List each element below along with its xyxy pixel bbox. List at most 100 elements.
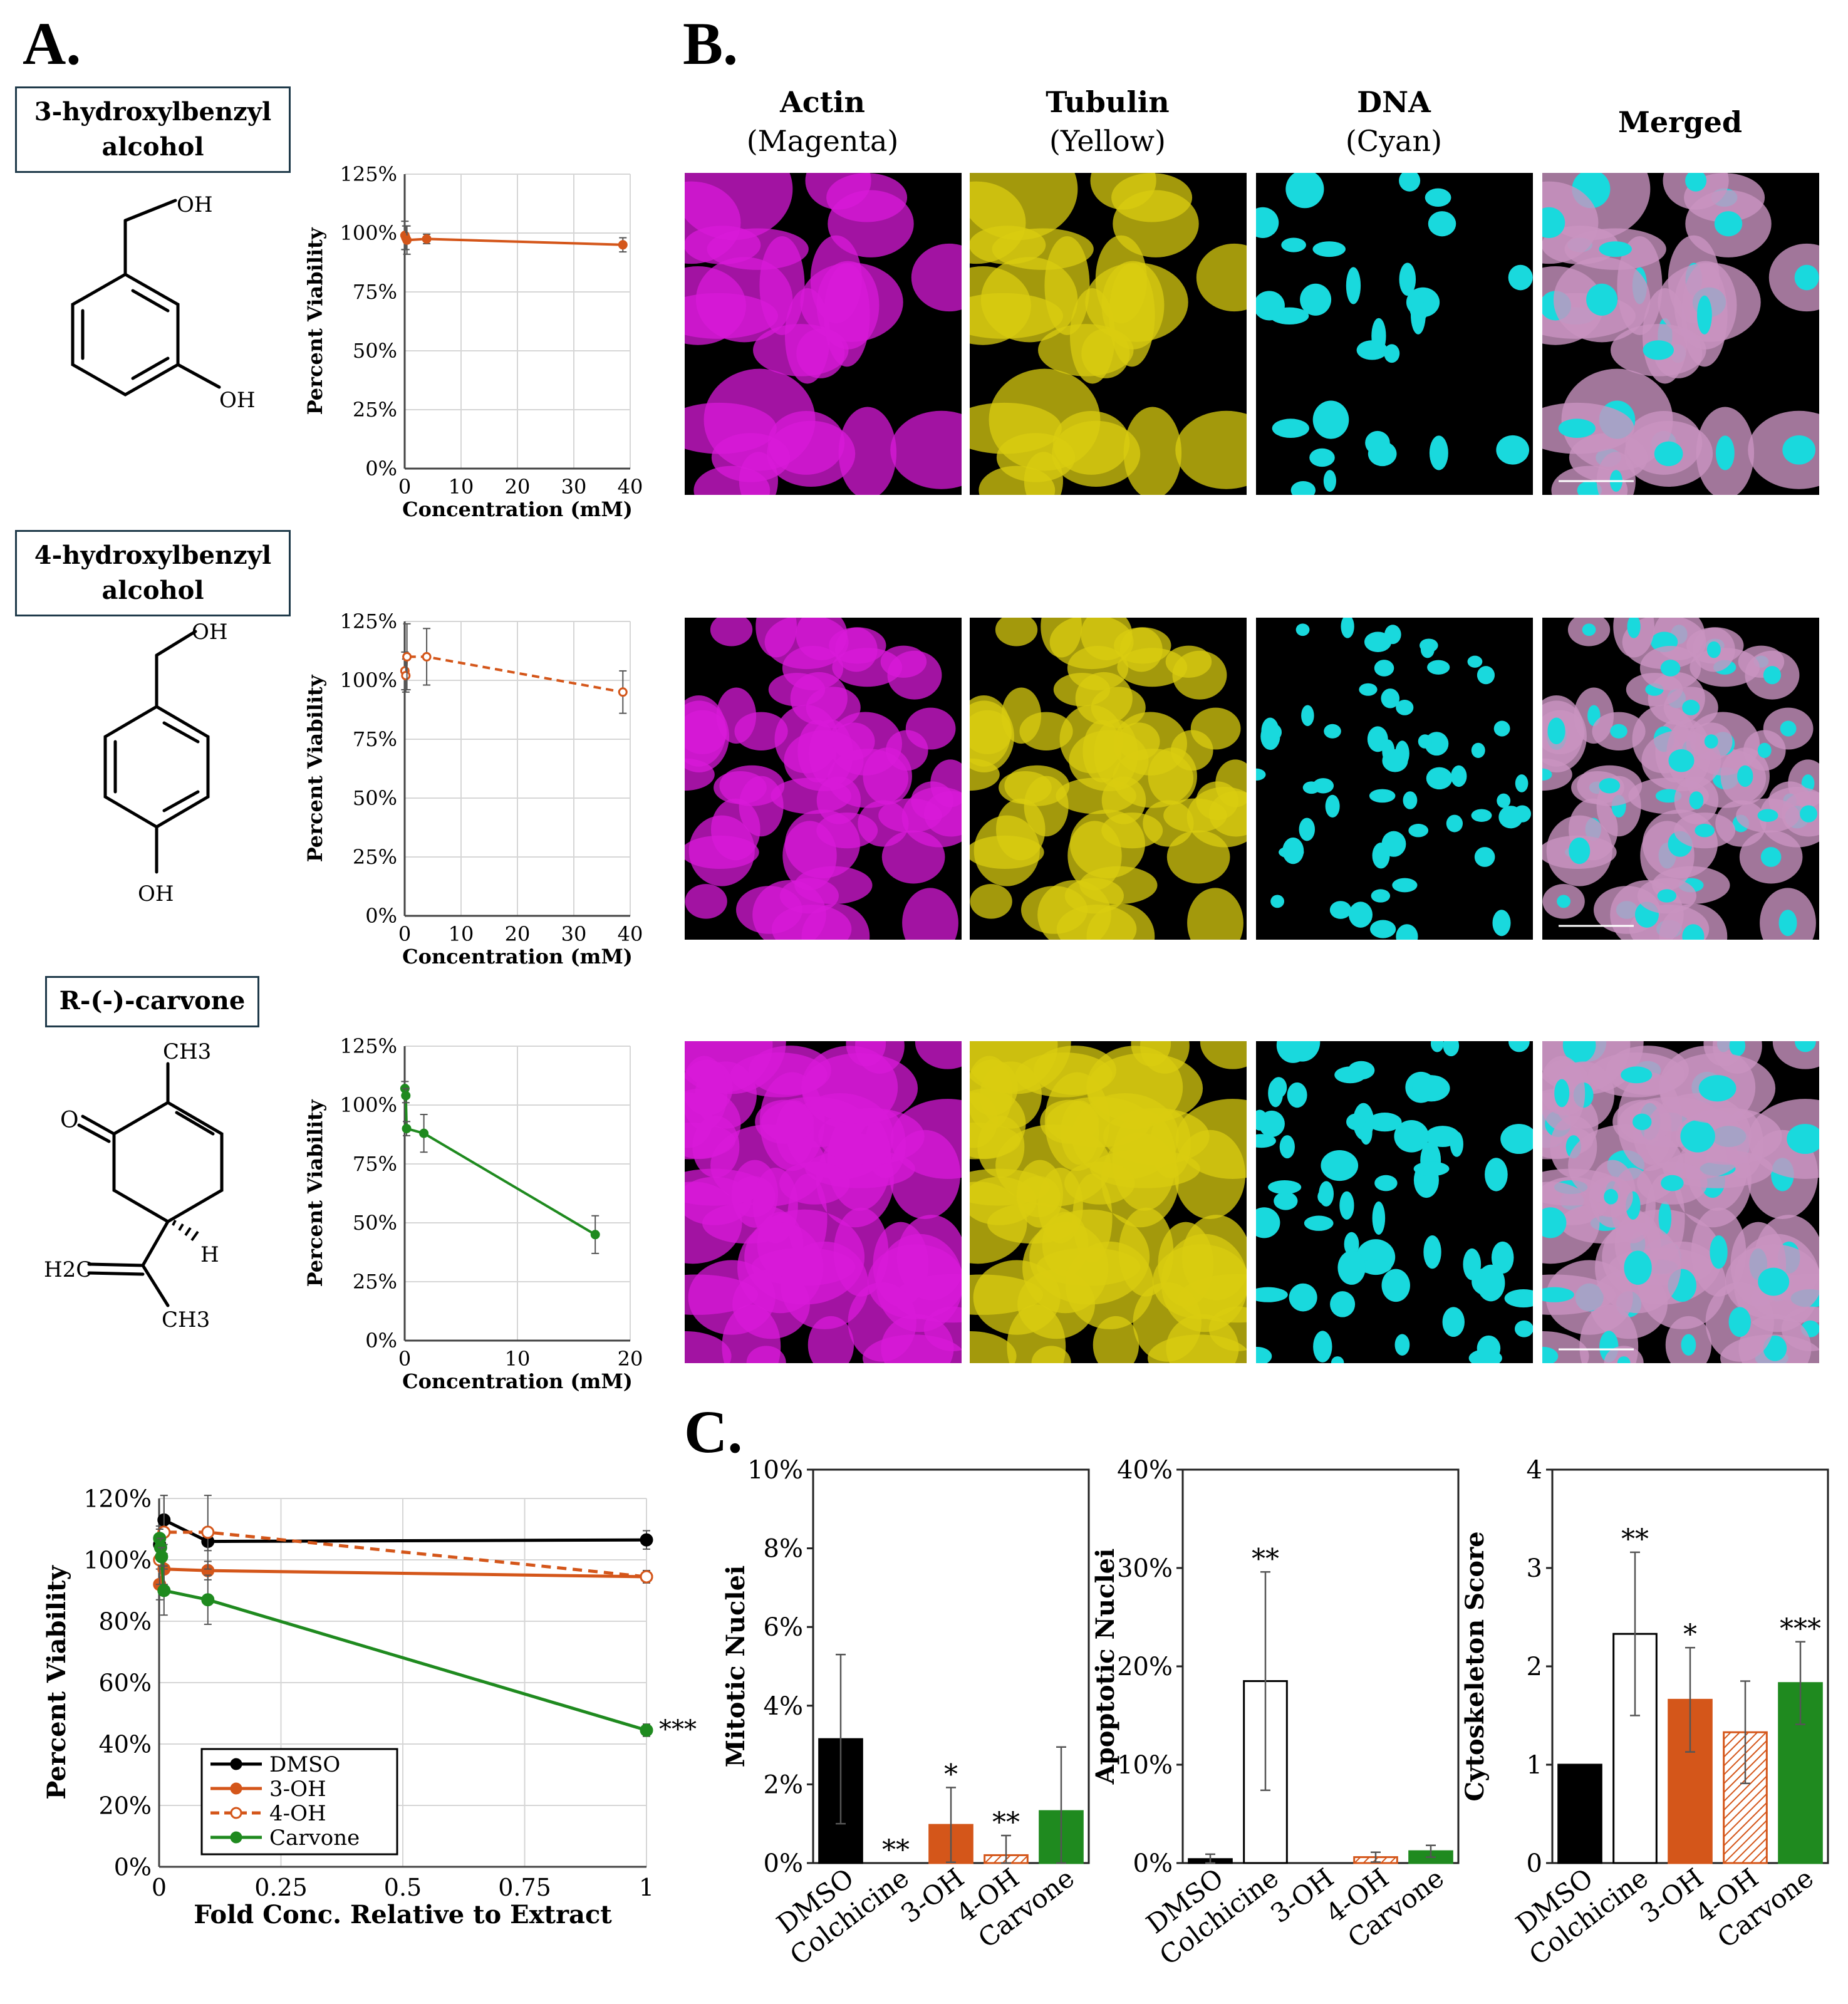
cell-body xyxy=(685,695,727,767)
panel-label-a: A. xyxy=(23,10,81,77)
cell-nucleus xyxy=(1562,1041,1596,1063)
cell-nucleus xyxy=(1497,793,1511,808)
cell-body xyxy=(824,263,870,367)
cell-body xyxy=(1067,645,1129,690)
microscopy-dna xyxy=(1256,618,1533,940)
cell-nucleus xyxy=(1685,173,1707,192)
cell-nucleus xyxy=(1586,283,1618,316)
cell-body xyxy=(970,1274,1044,1315)
cell-body xyxy=(685,1056,728,1131)
cell-nucleus xyxy=(1661,1175,1684,1191)
microscopy-merged xyxy=(1542,173,1819,495)
cell-nucleus xyxy=(1312,400,1349,439)
cell-nucleus xyxy=(1256,1346,1272,1363)
structure-4-hydroxylbenzyl-alcohol: OH OH xyxy=(103,620,228,906)
cell-body xyxy=(685,1274,759,1315)
cell-body xyxy=(755,618,797,658)
cell-body xyxy=(905,707,956,750)
column-header-subtitle: (Magenta) xyxy=(746,124,899,158)
cell-body xyxy=(805,173,871,210)
series-line xyxy=(403,655,623,693)
cell-body xyxy=(1117,722,1160,761)
significance-label: ** xyxy=(882,1834,910,1866)
cell-body xyxy=(1024,452,1063,495)
cell-nucleus xyxy=(1339,1191,1354,1220)
y-tick-label: 0% xyxy=(114,1853,152,1881)
cell-nucleus xyxy=(1290,480,1316,495)
cell-body xyxy=(1542,1274,1616,1315)
cell-nucleus xyxy=(1668,749,1695,772)
cell-nucleus xyxy=(1780,720,1797,737)
cell-nucleus xyxy=(1367,726,1388,752)
y-tick-label: 3 xyxy=(1527,1554,1542,1583)
y-tick-label: 100% xyxy=(340,221,397,245)
cell-nucleus xyxy=(1706,641,1721,658)
cell-body xyxy=(1041,618,1082,658)
y-tick-label: 75% xyxy=(353,727,397,751)
significance-label: ** xyxy=(992,1807,1020,1839)
data-point xyxy=(402,235,412,245)
microscopy-dna xyxy=(1256,173,1533,495)
data-point xyxy=(401,1091,411,1101)
y-tick-label: 50% xyxy=(353,339,397,363)
data-point xyxy=(402,1124,412,1134)
cell-nucleus xyxy=(1346,267,1361,304)
viability-chart-3oh: 0% 25% 50% 75% 100% 125% 0 10 20 30 40Concentratio… xyxy=(303,162,643,521)
cell-nucleus xyxy=(1660,660,1681,677)
microscopy-tubulin xyxy=(970,1041,1247,1363)
cell-body xyxy=(779,878,839,914)
cell-nucleus xyxy=(1599,778,1621,794)
cell-nucleus xyxy=(1547,717,1565,745)
cell-body xyxy=(734,712,788,750)
column-header-dna: DNA (Cyan) xyxy=(1256,83,1532,160)
cell-nucleus xyxy=(1289,1283,1317,1312)
cell-body xyxy=(1019,712,1073,750)
column-header-title: DNA xyxy=(1357,85,1431,119)
significance-label: ** xyxy=(1621,1524,1649,1555)
structure-label: OH xyxy=(177,192,213,217)
y-axis-label: Percent Viability xyxy=(303,227,327,415)
cell-nucleus xyxy=(1658,1201,1672,1235)
cell-body xyxy=(1052,420,1141,487)
cell-nucleus xyxy=(1256,291,1285,321)
cell-nucleus xyxy=(1577,480,1602,495)
structure-3-hydroxylbenzyl-alcohol: OH OH xyxy=(71,192,256,413)
cell-nucleus xyxy=(1542,1287,1574,1302)
cell-body xyxy=(1022,1222,1109,1314)
compound-name-line: alcohol xyxy=(101,576,204,605)
cell-body xyxy=(970,1181,1027,1264)
y-tick-label: 10% xyxy=(1117,1751,1173,1780)
cell-nucleus xyxy=(1394,1334,1410,1356)
microscopy-actin xyxy=(685,1041,962,1363)
y-tick-label: 0% xyxy=(1133,1849,1173,1878)
x-tick-label: 40 xyxy=(618,922,643,946)
cell-nucleus xyxy=(1471,809,1492,822)
y-tick-label: 125% xyxy=(340,610,397,633)
panel-label-c: C. xyxy=(684,1398,743,1465)
cell-nucleus xyxy=(1370,920,1396,938)
category-label: 3-OH xyxy=(1265,1862,1339,1929)
cell-body xyxy=(980,257,1078,343)
significance-label: * xyxy=(944,1758,958,1790)
cell-nucleus xyxy=(1331,1356,1344,1363)
cell-nucleus xyxy=(1357,1259,1392,1274)
data-point xyxy=(422,652,432,662)
column-header-subtitle: (Yellow) xyxy=(1049,124,1166,158)
cell-nucleus xyxy=(1710,1235,1728,1269)
structure-label: CH3 xyxy=(162,1307,210,1328)
x-tick-label: 10 xyxy=(505,1347,531,1371)
cell-nucleus xyxy=(1513,805,1531,823)
cell-nucleus xyxy=(1300,283,1332,316)
x-tick-label: 20 xyxy=(618,1347,643,1371)
cell-body xyxy=(1101,776,1146,824)
cell-nucleus xyxy=(1760,847,1782,867)
cell-body xyxy=(1119,627,1163,672)
y-tick-label: 20% xyxy=(99,1792,152,1819)
y-axis-label: Percent Viability xyxy=(303,674,327,862)
cell-nucleus xyxy=(1374,1175,1398,1191)
cell-nucleus xyxy=(1430,1041,1444,1052)
y-tick-label: 100% xyxy=(340,668,397,692)
cell-body xyxy=(1196,243,1247,312)
compound-name-line: alcohol xyxy=(101,132,204,162)
